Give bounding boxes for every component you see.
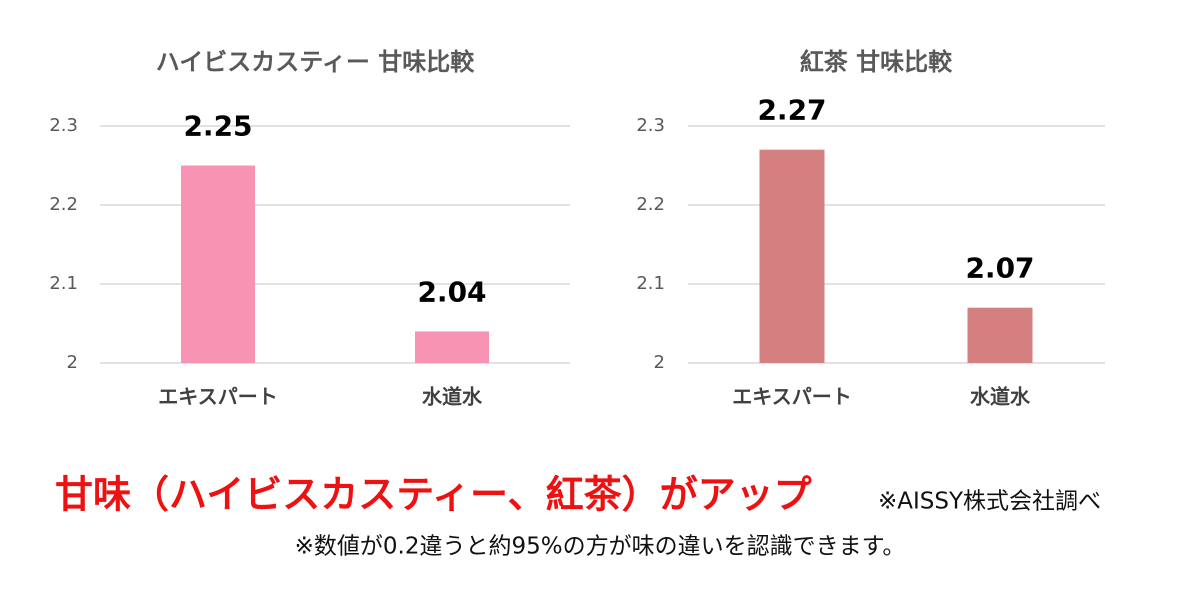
value-label: 2.25 (183, 110, 252, 143)
value-label: 2.27 (757, 94, 826, 127)
y-tick-label: 2.2 (636, 194, 665, 215)
chart-title: 紅茶 甘味比較 (800, 48, 953, 76)
y-tick-label: 2.3 (636, 115, 665, 136)
y-tick-label: 2.1 (636, 273, 665, 294)
x-tick-label: 水道水 (422, 385, 483, 409)
note: ※数値が0.2違うと約95%の方が味の違いを認識できます。 (295, 534, 906, 560)
y-tick-label: 2 (67, 352, 78, 373)
y-tick-label: 2.3 (49, 115, 78, 136)
bar (415, 331, 489, 363)
headline: 甘味（ハイビスカスティー、紅茶）がアップ (55, 473, 812, 517)
x-tick-label: 水道水 (970, 385, 1031, 409)
y-tick-label: 2.2 (49, 194, 78, 215)
chart-title: ハイビスカスティー 甘味比較 (156, 48, 475, 76)
bar (181, 165, 255, 363)
y-tick-label: 2 (654, 352, 665, 373)
x-tick-label: エキスパート (732, 385, 851, 409)
value-label: 2.07 (965, 252, 1034, 285)
value-label: 2.04 (417, 275, 486, 308)
bar (759, 149, 825, 363)
y-tick-label: 2.1 (49, 273, 78, 294)
x-tick-label: エキスパート (158, 385, 277, 409)
bar (967, 307, 1033, 363)
credit: ※AISSY株式会社調べ (878, 489, 1101, 515)
